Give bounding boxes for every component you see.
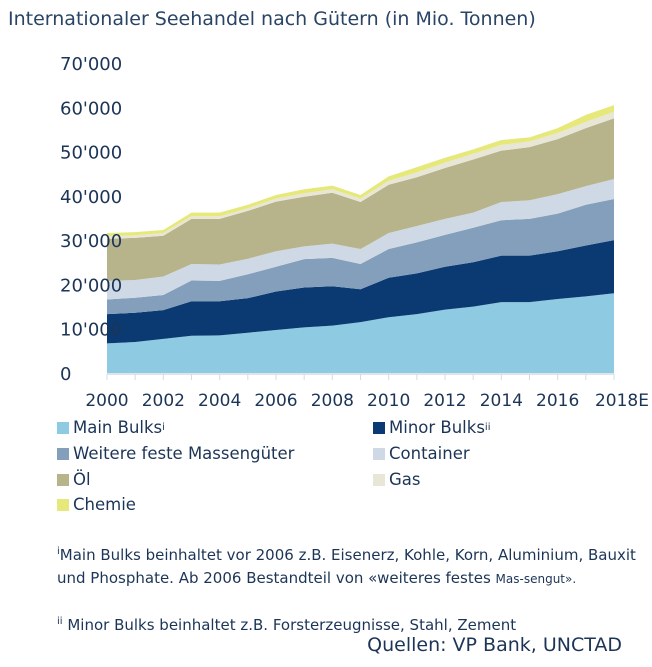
x-tick-label: 2008 [311, 391, 354, 411]
legend-item: Minor Bulks ii [373, 418, 490, 437]
x-tick-label: 2014 [480, 391, 523, 411]
footnote-marker: i [57, 546, 60, 557]
legend-swatch [373, 473, 385, 486]
area-main-bulks [107, 293, 614, 373]
x-tick-label: 2018E [595, 391, 649, 411]
x-tick-label: 2004 [198, 391, 241, 411]
legend-item: Gas [373, 470, 421, 489]
legend-item: Chemie [57, 495, 136, 514]
y-tick-label: 40'000 [60, 187, 122, 208]
footnote-text: Minor Bulks beinhaltet z.B. Forsterzeugn… [67, 616, 517, 634]
y-tick-label: 30'000 [60, 231, 122, 252]
chart-title: Internationaler Seehandel nach Gütern (i… [8, 8, 536, 30]
y-tick-label: 70'000 [60, 54, 122, 75]
y-tick-label: 0 [60, 364, 71, 385]
legend-label: Main Bulks [73, 418, 163, 437]
x-tick-label: 2010 [367, 391, 410, 411]
legend-label: Weitere feste Massengüter [73, 444, 295, 463]
source-note: Quellen: VP Bank, UNCTAD [367, 634, 622, 656]
y-tick-label: 50'000 [60, 143, 122, 164]
legend-item: Main Bulks i [57, 418, 165, 437]
legend-footnote-marker: i [162, 422, 165, 433]
x-tick-label: 2002 [142, 391, 185, 411]
legend-label: Chemie [73, 495, 136, 514]
footnote-1: iMain Bulks beinhaltet vor 2006 z.B. Eis… [57, 540, 637, 591]
legend-label: Minor Bulks [389, 418, 485, 437]
legend-label: Öl [73, 470, 91, 489]
footnote-2: ii Minor Bulks beinhaltet z.B. Forsterze… [57, 610, 637, 637]
footnote-text: Main Bulks beinhaltet vor 2006 z.B. Eise… [57, 546, 636, 587]
legend-item: Container [373, 444, 470, 463]
footnote-marker: ii [57, 616, 63, 627]
area-container [107, 179, 614, 300]
stacked-area-chart: 0 10'000 20'000 30'000 40'000 50'000 60'000 70'… [60, 54, 649, 411]
legend-swatch [57, 473, 69, 486]
legend-footnote-marker: ii [484, 422, 491, 433]
x-tick-label: 2012 [423, 391, 466, 411]
legend-item: Öl [57, 470, 91, 489]
legend-swatch [57, 421, 69, 434]
y-tick-label: 60'000 [60, 98, 122, 119]
y-tick-label: 10'000 [60, 320, 122, 341]
legend-label: Gas [389, 470, 421, 489]
legend-swatch [57, 498, 69, 511]
legend-swatch [373, 421, 385, 434]
legend-item: Weitere feste Massengüter [57, 444, 294, 463]
legend-label: Container [389, 444, 470, 463]
x-tick-label: 2000 [85, 391, 128, 411]
y-tick-label: 20'000 [60, 275, 122, 296]
area-weitere-feste-massengüter [107, 198, 614, 315]
x-tick-label: 2016 [536, 391, 579, 411]
area-minor-bulks [107, 240, 614, 344]
legend-swatch [373, 447, 385, 460]
footnote-text-small: Mas-sengut». [495, 572, 577, 586]
x-tick-label: 2006 [254, 391, 297, 411]
area-öl [107, 118, 614, 281]
legend-swatch [57, 447, 69, 460]
